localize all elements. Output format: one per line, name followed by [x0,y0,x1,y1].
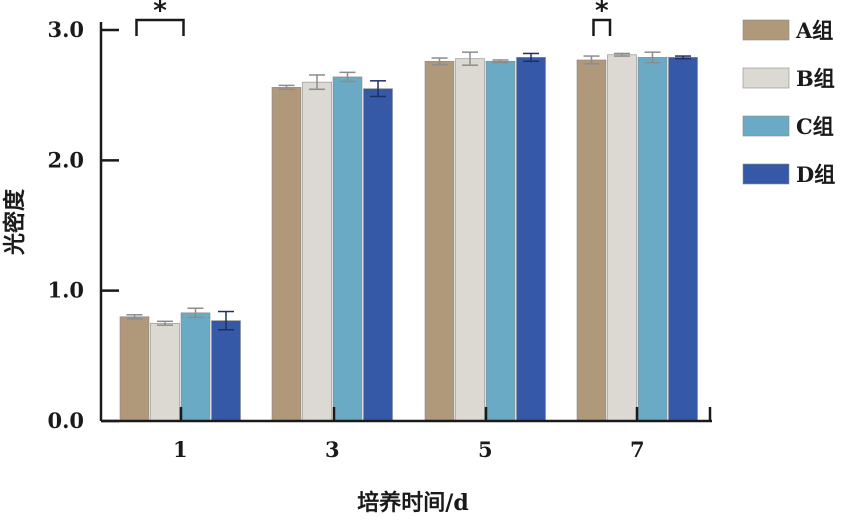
bar [119,316,150,422]
significance-asterisk: * [153,0,167,26]
y-tick-label: 0.0 [47,408,84,433]
legend-label: A组 [795,18,833,43]
bar [485,60,516,422]
legend-swatch [742,163,790,185]
y-axis: 0.0 1.0 2.0 3.0 [47,17,119,433]
plot-area [119,51,698,422]
legend-swatch [742,19,790,41]
y-tick-label: 2.0 [47,147,84,172]
bar [516,57,546,422]
bar [363,88,393,422]
legend-label: B组 [796,66,835,91]
bar [455,58,485,422]
significance-annotations: * * [135,0,612,36]
legend: A组 B组 C组 D组 [742,18,835,187]
x-tick-label: 1 [173,437,188,462]
legend-label: C组 [796,114,834,139]
significance-bracket [135,18,185,36]
bar [576,59,607,422]
significance-asterisk: * [595,0,609,26]
x-axis: 1 3 5 7 [101,407,712,462]
significance-bracket [592,18,612,36]
x-tick-label: 3 [325,437,340,462]
bar [668,57,698,422]
bar [424,60,455,422]
bar [302,81,332,422]
y-tick-label: 1.0 [47,278,84,303]
bar [271,87,302,422]
bar [607,54,637,422]
bar [332,76,363,422]
bar [211,320,241,422]
legend-swatch [742,115,790,137]
y-tick-label: 3.0 [47,17,84,42]
bar [150,322,180,422]
legend-label: D组 [796,162,835,187]
legend-swatch [742,67,790,89]
bar [180,312,211,422]
bar [637,57,668,422]
x-axis-title: 培养时间/d [357,490,468,516]
y-axis-title: 光密度 [2,188,28,256]
x-tick-label: 7 [630,437,645,462]
x-tick-label: 5 [478,437,493,462]
